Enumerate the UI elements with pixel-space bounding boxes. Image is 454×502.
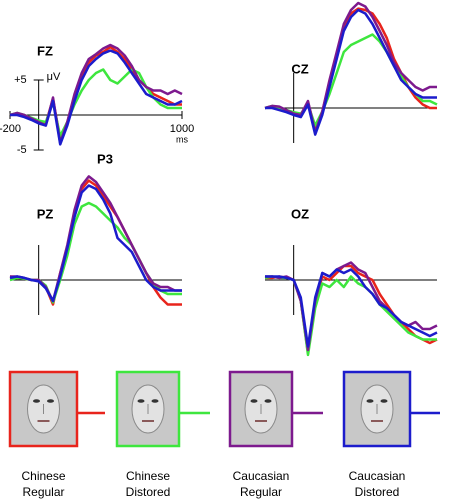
- erp-line: [9, 45, 182, 141]
- legend-label: Chinese Regular: [21, 469, 66, 499]
- legend-label: Caucasian Distored: [348, 469, 406, 499]
- panel-title: CZ: [291, 61, 308, 76]
- legend-label-box: Chinese Regular: [21, 469, 66, 499]
- legend-item: Caucasian Distored: [342, 370, 440, 499]
- face-eye: [264, 399, 272, 403]
- legend-label-box: Caucasian Regular: [232, 469, 290, 499]
- panel-title: FZ: [37, 43, 53, 58]
- legend-item: Chinese Regular: [8, 370, 105, 499]
- y-tick-label: +5: [14, 74, 27, 86]
- erp-line: [265, 8, 437, 136]
- x-tick-label: -200: [0, 123, 21, 135]
- erp-line: [264, 275, 437, 357]
- erp-line: [9, 184, 182, 303]
- face-eye: [33, 399, 40, 403]
- face-eye: [250, 399, 258, 403]
- legend-item: Chinese Distored: [115, 370, 210, 499]
- legend-item: Caucasian Regular: [228, 370, 323, 499]
- panel-title: PZ: [37, 206, 54, 221]
- erp-line: [9, 68, 182, 138]
- face-eye: [151, 399, 159, 403]
- x-unit: ms: [176, 134, 188, 144]
- erp-line: [265, 268, 438, 348]
- legend-label-box: Caucasian Distored: [348, 469, 406, 499]
- erp-line: [10, 49, 183, 146]
- erp-line: [10, 175, 182, 303]
- legend-label: Caucasian Regular: [232, 469, 290, 499]
- x-tick-label: 1000: [170, 123, 194, 135]
- legend-label-box: Chinese Distored: [125, 469, 171, 499]
- erp-line: [264, 1, 437, 134]
- annotation: P3: [97, 151, 113, 166]
- face-eye: [47, 399, 54, 403]
- legend-label: Chinese Distored: [125, 469, 171, 499]
- y-unit: μV: [47, 71, 61, 83]
- panel-title: OZ: [291, 206, 309, 221]
- face-eye: [137, 399, 145, 403]
- y-tick-label: -5: [17, 144, 27, 156]
- face-eye: [380, 399, 388, 403]
- erp-line: [9, 43, 183, 145]
- face-eye: [366, 399, 374, 403]
